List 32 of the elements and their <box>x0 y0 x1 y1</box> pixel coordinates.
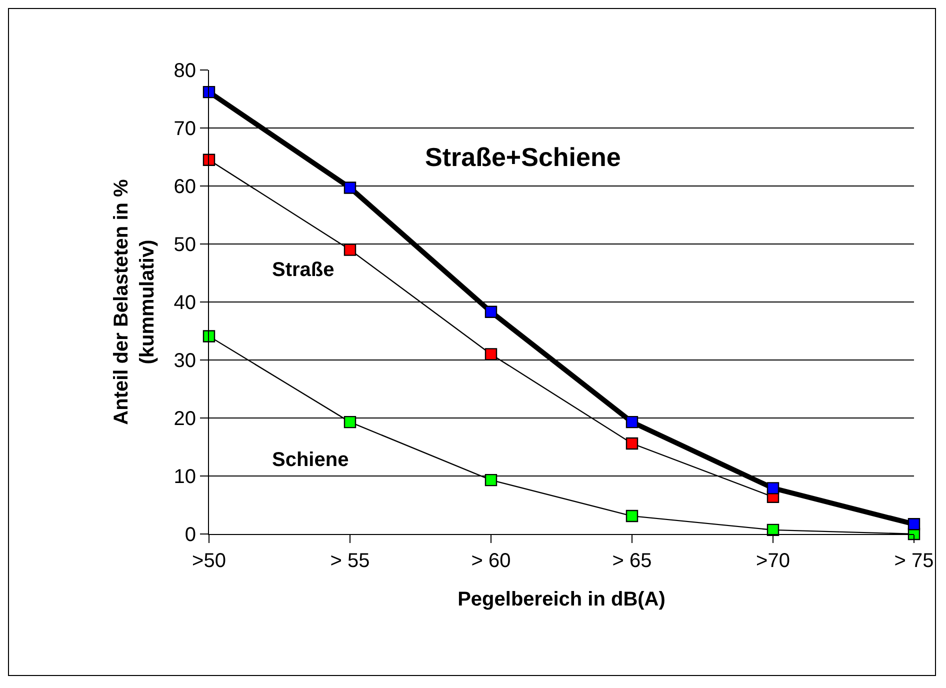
point <box>484 474 498 486</box>
y-tick-label: 80 <box>174 60 196 82</box>
point <box>908 518 920 530</box>
series-label: Schiene <box>272 449 349 471</box>
x-tick-label: > 55 <box>330 550 370 572</box>
series-label: Straße <box>272 259 334 281</box>
y-axis-title: Anteil der Belasteten in % (kummulativ) <box>110 178 158 425</box>
point <box>202 330 216 342</box>
point <box>626 437 638 450</box>
x-tick-label: >50 <box>192 550 226 572</box>
y-tick-label: 60 <box>174 176 196 198</box>
y-tick-label: 50 <box>174 234 196 256</box>
x-axis-title: Pegelbereich in dB(A) <box>458 588 666 610</box>
point <box>344 182 356 194</box>
text: Straße+Schiene <box>425 142 621 172</box>
point <box>766 482 780 494</box>
y-tick-label: 0 <box>184 524 196 546</box>
point <box>484 348 498 360</box>
y-tick-label: 70 <box>174 118 196 140</box>
y-tick-label: 20 <box>174 408 196 430</box>
point <box>344 244 356 256</box>
x-tick-label: > 65 <box>612 550 652 572</box>
y-tick-label: 40 <box>174 292 196 314</box>
point <box>626 416 638 428</box>
point <box>626 510 638 522</box>
x-tick-label: > 60 <box>471 550 511 572</box>
x-tick-label: >70 <box>756 550 790 572</box>
point <box>344 416 356 428</box>
y-tick-label: 10 <box>174 466 196 488</box>
y-tick-label: 30 <box>174 350 196 372</box>
x-tick-label: > 75 <box>894 550 934 572</box>
point <box>484 306 498 318</box>
